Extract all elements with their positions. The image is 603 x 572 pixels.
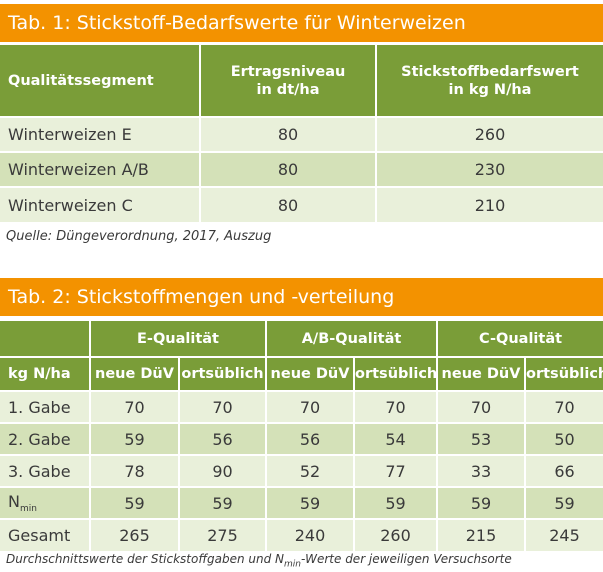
table2-cell: 70 <box>179 391 268 424</box>
table2-row-label: 2. Gabe <box>0 423 91 456</box>
table2-group-ab: A/B-Qualität <box>266 321 439 358</box>
table1-header-need-line2: in kg N/ha <box>448 81 532 98</box>
table2-cell: 78 <box>90 455 180 488</box>
table2-cell: 245 <box>525 519 603 551</box>
table2-subheader: ortsüblich <box>179 357 268 392</box>
table2-cell: 59 <box>90 487 180 520</box>
table-row: Nmin 59 59 59 59 59 59 <box>0 487 603 520</box>
table2-cell: 59 <box>179 487 268 520</box>
table2-cell: 59 <box>90 423 180 456</box>
table2-title: Tab. 2: Stickstoffmengen und -verteilung <box>0 278 603 316</box>
table2-cell: 215 <box>437 519 527 551</box>
table2: E-Qualität A/B-Qualität C-Qualität kg N/… <box>0 321 603 551</box>
footnote-text-pre: Durchschnittswerte der Stickstoffgaben u… <box>6 552 284 566</box>
table-row: Winterweizen E 80 260 <box>0 117 603 153</box>
table2-subheader: neue DüV <box>266 357 356 392</box>
table2-subheader: ortsüblich <box>354 357 439 392</box>
table2-cell: 70 <box>525 391 603 424</box>
table1-cell-need: 210 <box>376 187 603 222</box>
table2-subheader: neue DüV <box>437 357 527 392</box>
table1-cell-need: 260 <box>376 117 603 153</box>
table2-corner <box>0 321 91 358</box>
table-row: 1. Gabe 70 70 70 70 70 70 <box>0 391 603 424</box>
table2-cell: 53 <box>437 423 527 456</box>
table2-cell: 70 <box>354 391 439 424</box>
table2-cell: 54 <box>354 423 439 456</box>
table2-cell: 275 <box>179 519 268 551</box>
table2-footnote: Durchschnittswerte der Stickstoffgaben u… <box>6 552 512 569</box>
table2-cell: 77 <box>354 455 439 488</box>
table2-cell: 70 <box>90 391 180 424</box>
footnote-text-post: -Werte der jeweiligen Versuchsorte <box>300 552 512 566</box>
table2-cell: 50 <box>525 423 603 456</box>
table-row: Gesamt 265 275 240 260 215 245 <box>0 519 603 551</box>
table2-subheader: neue DüV <box>90 357 180 392</box>
nmin-subscript: min <box>19 504 37 515</box>
table1-title: Tab. 1: Stickstoff-Bedarfswerte für Wint… <box>0 4 603 42</box>
table2-cell: 70 <box>437 391 527 424</box>
table1-header-need-line1: Stickstoffbedarfswert <box>401 63 579 80</box>
table2-subheader: ortsüblich <box>525 357 603 392</box>
table2-row-label: 1. Gabe <box>0 391 91 424</box>
table2-unit-label: kg N/ha <box>0 357 91 392</box>
footnote-subscript: min <box>284 559 301 570</box>
table-row: Winterweizen A/B 80 230 <box>0 152 603 188</box>
table2-group-c: C-Qualität <box>437 321 603 358</box>
table2-cell: 260 <box>354 519 439 551</box>
table2-cell: 66 <box>525 455 603 488</box>
table1-header-yield-line2: in dt/ha <box>256 81 320 98</box>
table1-cell-yield: 80 <box>200 152 377 188</box>
table2-cell: 59 <box>266 487 356 520</box>
table1-header-need: Stickstoffbedarfswert in kg N/ha <box>376 45 603 118</box>
table2-cell: 56 <box>179 423 268 456</box>
table-row: Winterweizen C 80 210 <box>0 187 603 222</box>
table2-group-e: E-Qualität <box>90 321 268 358</box>
table1-header-yield: Ertragsniveau in dt/ha <box>200 45 377 118</box>
table1-cell-segment: Winterweizen E <box>0 117 201 153</box>
table1-source: Quelle: Düngeverordnung, 2017, Auszug <box>6 229 272 244</box>
table1-cell-segment: Winterweizen C <box>0 187 201 222</box>
table2-cell: 90 <box>179 455 268 488</box>
table2-cell: 240 <box>266 519 356 551</box>
table2-cell: 59 <box>525 487 603 520</box>
table2-cell: 56 <box>266 423 356 456</box>
table-row: 3. Gabe 78 90 52 77 33 66 <box>0 455 603 488</box>
table-row: 2. Gabe 59 56 56 54 53 50 <box>0 423 603 456</box>
table2-cell: 59 <box>437 487 527 520</box>
table1: Qualitätssegment Ertragsniveau in dt/ha … <box>0 45 603 222</box>
table2-row-label: Gesamt <box>0 519 91 551</box>
table2-cell: 70 <box>266 391 356 424</box>
table2-row-label: Nmin <box>0 487 91 520</box>
table2-cell: 33 <box>437 455 527 488</box>
table2-cell: 52 <box>266 455 356 488</box>
table2-cell: 265 <box>90 519 180 551</box>
table1-cell-segment: Winterweizen A/B <box>0 152 201 188</box>
table1-header-segment: Qualitätssegment <box>0 45 201 118</box>
table1-header-yield-line1: Ertragsniveau <box>230 63 346 80</box>
table2-row-label: 3. Gabe <box>0 455 91 488</box>
table1-cell-yield: 80 <box>200 117 377 153</box>
table2-cell: 59 <box>354 487 439 520</box>
nmin-label: N <box>8 491 20 511</box>
table1-cell-yield: 80 <box>200 187 377 222</box>
table1-cell-need: 230 <box>376 152 603 188</box>
